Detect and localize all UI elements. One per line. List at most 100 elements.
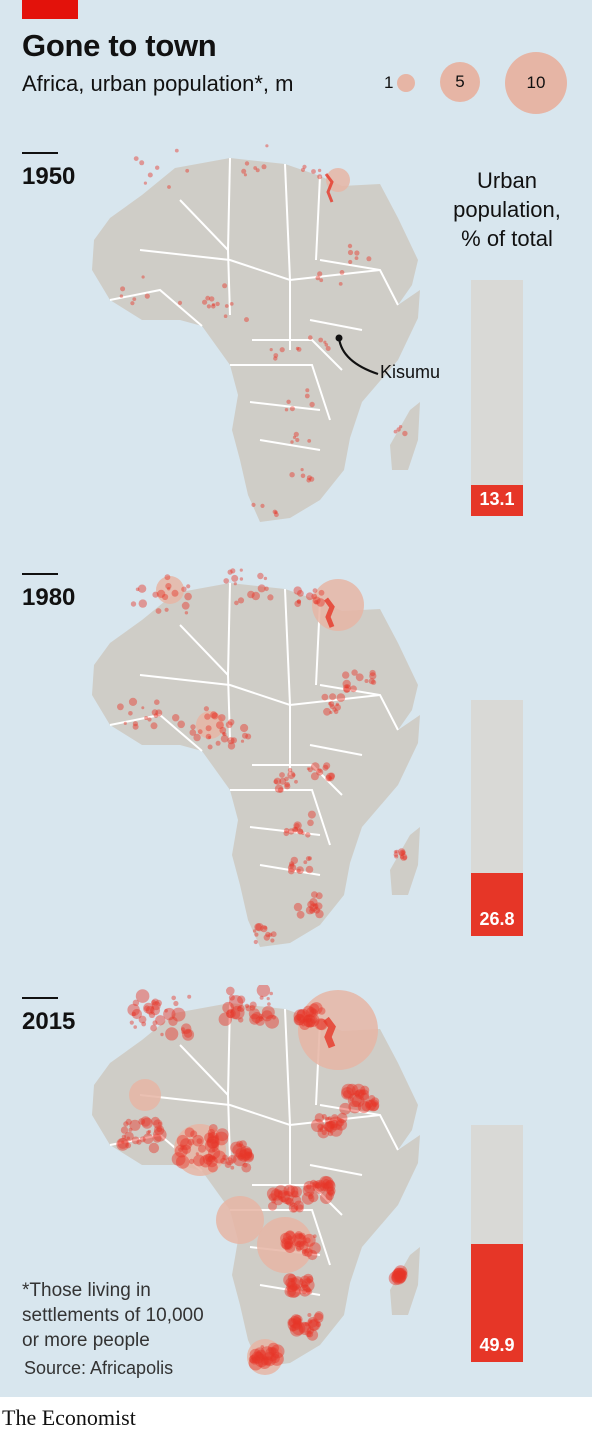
country-border — [319, 259, 399, 306]
size-legend-circle-5: 5 — [440, 62, 480, 102]
city-bubble — [205, 733, 212, 740]
city-bubble — [230, 1005, 245, 1020]
city-bubble — [137, 584, 147, 593]
city-bubble — [289, 406, 295, 412]
city-bubble — [283, 1273, 297, 1287]
city-bubble — [296, 1015, 301, 1021]
city-bubble — [368, 678, 375, 685]
city-bubble — [258, 1016, 264, 1022]
city-bubble — [329, 710, 333, 715]
city-bubble — [318, 1007, 326, 1015]
city-bubble — [120, 286, 126, 292]
city-bubble — [301, 1288, 308, 1295]
madagascar-landmass — [390, 402, 420, 470]
city-bubble — [294, 779, 298, 784]
city-bubble — [286, 1284, 300, 1298]
city-bubble — [247, 590, 255, 599]
city-bubble — [265, 1346, 280, 1362]
city-bubble — [347, 243, 353, 249]
city-bubble — [175, 1155, 190, 1169]
city-bubble — [222, 1001, 235, 1014]
city-bubble — [308, 1319, 313, 1324]
city-bubble — [323, 762, 331, 770]
city-bubble — [214, 1135, 218, 1139]
city-bubble — [237, 1004, 245, 1013]
city-bubble — [327, 1130, 334, 1137]
city-bubble — [243, 1151, 254, 1163]
city-bubble — [187, 994, 192, 999]
city-bubble — [314, 600, 319, 605]
city-bubble — [293, 1014, 305, 1026]
city-bubble — [298, 1240, 309, 1251]
city-bubble — [264, 1356, 273, 1365]
city-bubble — [299, 1278, 304, 1283]
city-bubble — [314, 1113, 325, 1123]
city-bubble — [306, 1275, 314, 1284]
city-bubble — [288, 1202, 299, 1213]
city-bubble — [323, 1121, 335, 1132]
city-bubble — [235, 1147, 247, 1160]
city-bubble — [294, 823, 300, 829]
city-bubble — [151, 999, 157, 1006]
city-bubble — [277, 1190, 290, 1203]
city-bubble — [339, 270, 345, 275]
country-border — [139, 249, 381, 282]
country-border — [227, 674, 231, 741]
city-bubble — [393, 1270, 402, 1280]
city-bubble — [266, 997, 270, 1001]
urban-share-fill-1980 — [471, 873, 523, 936]
city-bubble — [150, 722, 158, 730]
city-bubble — [285, 1197, 294, 1206]
city-bubble — [295, 437, 300, 443]
city-bubble — [393, 852, 399, 857]
city-bubble — [312, 588, 318, 593]
city-bubble — [227, 569, 233, 575]
city-bubble — [228, 719, 235, 726]
city-bubble — [265, 144, 269, 148]
city-bubble — [315, 1321, 322, 1327]
city-bubble — [249, 1013, 260, 1025]
city-bubble — [296, 347, 302, 352]
city-bubble — [206, 1136, 219, 1149]
city-bubble — [331, 1114, 339, 1122]
size-legend-label-1: 1 — [384, 73, 394, 92]
city-bubble — [130, 301, 135, 306]
city-bubble — [258, 1356, 271, 1369]
city-bubble — [394, 854, 399, 859]
city-bubble — [316, 598, 325, 607]
city-bubble — [238, 1149, 251, 1162]
city-bubble — [338, 282, 343, 286]
city-bubble — [312, 1180, 320, 1189]
city-bubble — [402, 855, 408, 861]
city-bubble — [366, 256, 372, 262]
city-bubble — [289, 863, 295, 869]
city-bubble — [239, 577, 244, 581]
city-bubble — [296, 828, 304, 835]
city-bubble — [311, 762, 320, 771]
city-bubble — [285, 1230, 295, 1240]
city-bubble — [193, 1154, 205, 1167]
city-bubble — [236, 1006, 242, 1012]
city-bubble — [391, 1272, 401, 1283]
urban-share-value-1980: 26.8 — [479, 909, 515, 929]
city-bubble — [178, 1147, 183, 1153]
city-bubble — [248, 1355, 257, 1364]
city-bubble — [212, 1150, 226, 1164]
city-bubble — [204, 1138, 219, 1153]
madagascar-landmass — [390, 827, 420, 895]
city-bubble — [329, 1123, 343, 1137]
city-bubble — [356, 1089, 362, 1095]
city-bubble — [195, 1152, 199, 1156]
city-bubble — [266, 1187, 280, 1201]
city-bubble — [370, 1097, 380, 1106]
city-bubble — [147, 717, 152, 722]
city-bubble — [333, 709, 339, 715]
city-bubble — [305, 1013, 320, 1027]
large-city-bubble — [247, 1339, 283, 1375]
city-bubble — [299, 1019, 311, 1030]
city-bubble — [325, 1116, 329, 1121]
city-bubble — [293, 1200, 304, 1211]
city-bubble — [153, 713, 159, 718]
city-bubble — [215, 301, 220, 307]
country-border — [252, 1184, 343, 1216]
